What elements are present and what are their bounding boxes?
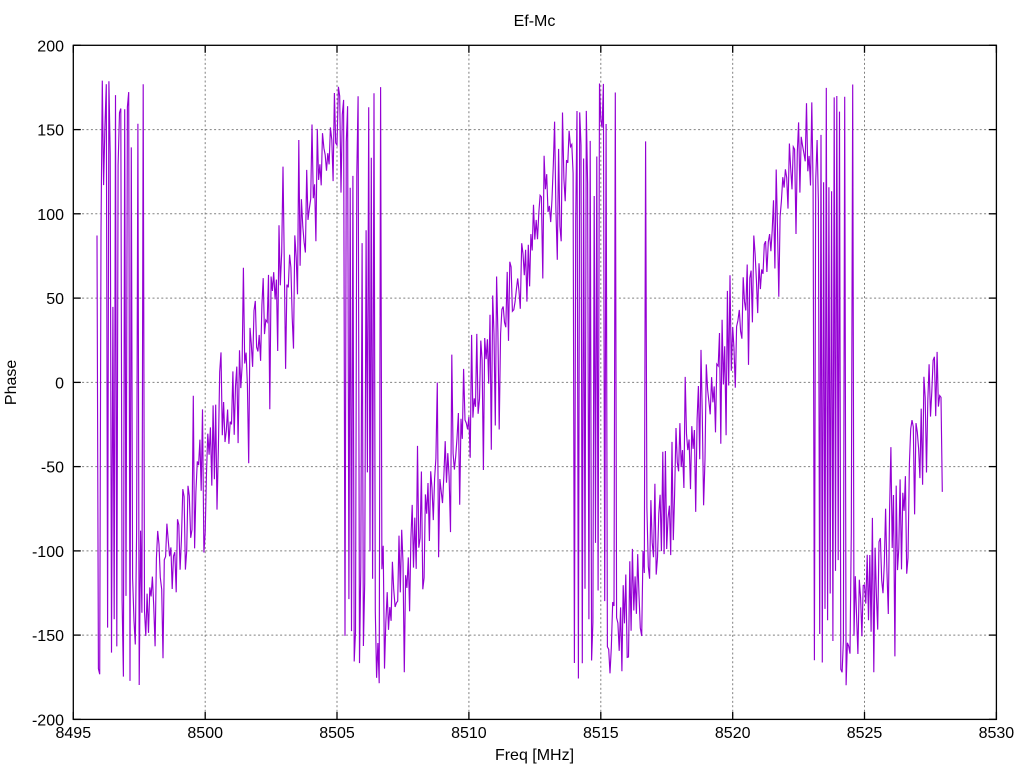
- svg-text:8530: 8530: [979, 725, 1015, 742]
- svg-text:8515: 8515: [583, 725, 619, 742]
- svg-text:8505: 8505: [319, 725, 355, 742]
- svg-text:-100: -100: [32, 544, 64, 561]
- svg-text:8525: 8525: [847, 725, 883, 742]
- svg-text:100: 100: [37, 207, 64, 224]
- svg-text:-150: -150: [32, 628, 64, 645]
- svg-text:8500: 8500: [187, 725, 223, 742]
- svg-text:8510: 8510: [451, 725, 487, 742]
- svg-text:-200: -200: [32, 712, 64, 729]
- svg-text:0: 0: [55, 375, 64, 392]
- svg-text:150: 150: [37, 123, 64, 140]
- svg-text:200: 200: [37, 38, 64, 55]
- svg-text:Phase: Phase: [3, 360, 20, 405]
- svg-text:Freq [MHz]: Freq [MHz]: [495, 747, 574, 764]
- svg-text:Ef-Mc: Ef-Mc: [514, 13, 556, 30]
- svg-text:-50: -50: [41, 460, 64, 477]
- svg-text:8520: 8520: [715, 725, 751, 742]
- svg-text:8495: 8495: [56, 725, 92, 742]
- svg-text:50: 50: [46, 291, 64, 308]
